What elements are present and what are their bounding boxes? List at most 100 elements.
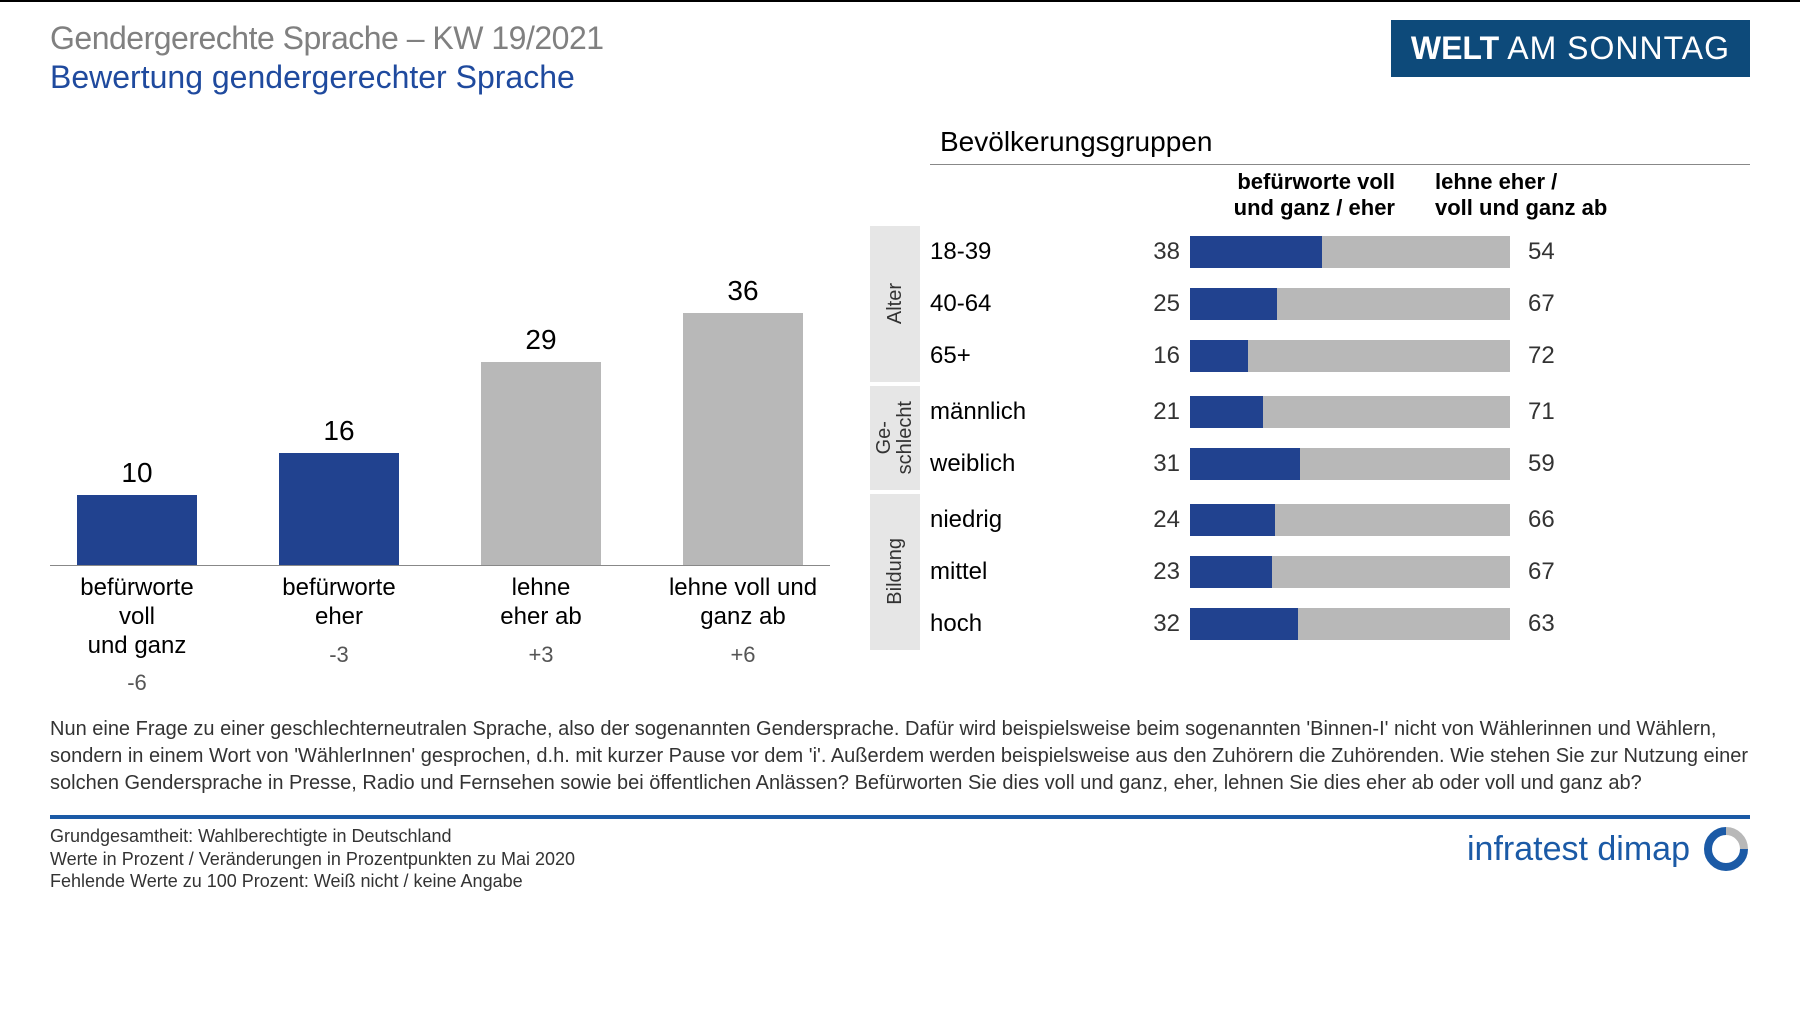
bar-delta: -6: [60, 670, 214, 696]
group-row: männlich21 71: [930, 386, 1750, 438]
groups-headers: befürworte vollund ganz / eher lehne ehe…: [930, 169, 1750, 222]
group-row-bar-fill: [1190, 556, 1272, 588]
group-row-bar: [1190, 236, 1510, 268]
welt-logo: WELT AM SONNTAG: [1391, 20, 1750, 77]
footnotes: Grundgesamtheit: Wahlberechtigte in Deut…: [50, 825, 575, 893]
group-row-left-value: 24: [1130, 506, 1190, 534]
header: Gendergerechte Sprache – KW 19/2021 Bewe…: [0, 2, 1800, 96]
group-row-right-value: 63: [1510, 610, 1580, 638]
group-row-bar: [1190, 504, 1510, 536]
infratest-logo-text: infratest dimap: [1467, 830, 1690, 869]
group-row-bar: [1190, 608, 1510, 640]
bar-delta: +3: [464, 642, 618, 668]
group-row-bar-fill: [1190, 504, 1275, 536]
group-tab-label: Alter: [885, 283, 906, 324]
bar-label-col: befürworte vollund ganz -6: [60, 574, 214, 696]
group: Alter 18-393854 40-6425 67 65+1672: [870, 226, 1750, 382]
group-tab-label: Ge-schlecht: [874, 401, 916, 474]
groups-title: Bevölkerungsgruppen: [940, 126, 1750, 158]
bar-label: lehneeher ab: [464, 574, 618, 632]
bar: 16: [262, 415, 416, 565]
group-row-label: mittel: [930, 558, 1130, 586]
group-row-left-value: 21: [1130, 398, 1190, 426]
footnote-line: Fehlende Werte zu 100 Prozent: Weiß nich…: [50, 870, 575, 893]
group-row-left-value: 38: [1130, 238, 1190, 266]
group-row-bar: [1190, 340, 1510, 372]
group-tab: Bildung: [870, 494, 920, 650]
group-row: niedrig2466: [930, 494, 1750, 546]
bar-label: befürworteeher: [262, 574, 416, 632]
bar-rect: [683, 313, 803, 565]
footnote-line: Grundgesamtheit: Wahlberechtigte in Deut…: [50, 825, 575, 848]
groups-body: Alter18-39385440-64256765+1672Ge-schlech…: [870, 226, 1750, 650]
bar-label-col: lehne voll undganz ab +6: [666, 574, 820, 696]
group-row-label: niedrig: [930, 506, 1130, 534]
bar: 29: [464, 324, 618, 565]
group-row: 40-6425 67: [930, 278, 1750, 330]
infratest-logo-icon: [1702, 825, 1750, 873]
group-rows: 18-393854 40-6425 67 65+1672: [930, 226, 1750, 382]
bar-rect: [481, 362, 601, 565]
group-row-bar-fill: [1190, 340, 1248, 372]
group-row-left-value: 25: [1130, 290, 1190, 318]
bar-label: befürworte vollund ganz: [60, 574, 214, 660]
group-row-right-value: 67: [1510, 290, 1580, 318]
bar-value: 36: [727, 275, 758, 307]
group-row: 18-393854: [930, 226, 1750, 278]
bar-label: lehne voll undganz ab: [666, 574, 820, 632]
group-row: weiblich31 59: [930, 438, 1750, 490]
infratest-logo: infratest dimap: [1467, 825, 1750, 873]
group-row-label: 40-64: [930, 290, 1130, 318]
group-tab: Alter: [870, 226, 920, 382]
welt-logo-rest: AM SONNTAG: [1499, 30, 1730, 66]
group-row: hoch32 63: [930, 598, 1750, 650]
group-row-bar-fill: [1190, 608, 1298, 640]
group-row-right-value: 71: [1510, 398, 1580, 426]
group-row-label: weiblich: [930, 450, 1130, 478]
footnote-line: Werte in Prozent / Veränderungen in Proz…: [50, 848, 575, 871]
bar: 10: [60, 457, 214, 565]
groups-header-right: lehne eher /voll und ganz ab: [1405, 169, 1750, 222]
groups-header-spacer: [930, 169, 1130, 222]
bar-delta: +6: [666, 642, 820, 668]
footer: Grundgesamtheit: Wahlberechtigte in Deut…: [0, 819, 1800, 893]
group-tab-label: Bildung: [885, 538, 906, 605]
group-row-bar: [1190, 396, 1510, 428]
group-row-label: 18-39: [930, 238, 1130, 266]
group-row-label: hoch: [930, 610, 1130, 638]
bar-rect: [77, 495, 197, 565]
group-row-bar: [1190, 556, 1510, 588]
bar-chart-labels: befürworte vollund ganz -6 befürworteeher-…: [50, 566, 830, 696]
bar-value: 16: [323, 415, 354, 447]
group-row-label: 65+: [930, 342, 1130, 370]
groups-rule: [930, 164, 1750, 165]
bar-chart-bars: 10 16 29 36: [50, 256, 830, 566]
group-row-bar-fill: [1190, 236, 1322, 268]
question-text: Nun eine Frage zu einer geschlechterneut…: [0, 696, 1800, 797]
main-content: 10162936 befürworte vollund ganz-6befürw…: [0, 96, 1800, 696]
bar-rect: [279, 453, 399, 565]
bar-label-col: befürworteeher-3: [262, 574, 416, 696]
welt-logo-bold: WELT: [1411, 30, 1499, 66]
group-row-right-value: 59: [1510, 450, 1580, 478]
supertitle: Gendergerechte Sprache – KW 19/2021: [50, 20, 604, 57]
group-row-bar-fill: [1190, 396, 1263, 428]
group-rows: niedrig2466mittel2367hoch3263: [930, 494, 1750, 650]
group-row-left-value: 31: [1130, 450, 1190, 478]
group-row-label: männlich: [930, 398, 1130, 426]
group: Ge-schlecht männlich21 71 weiblich31 59: [870, 386, 1750, 490]
title-block: Gendergerechte Sprache – KW 19/2021 Bewe…: [50, 20, 604, 96]
group-row-left-value: 32: [1130, 610, 1190, 638]
group-row-left-value: 23: [1130, 558, 1190, 586]
group-row-bar: [1190, 448, 1510, 480]
group-row-bar: [1190, 288, 1510, 320]
group-row: 65+1672: [930, 330, 1750, 382]
bar-value: 10: [121, 457, 152, 489]
group-row-right-value: 72: [1510, 342, 1580, 370]
group-row-bar-fill: [1190, 288, 1277, 320]
group-rows: männlich21 71 weiblich31 59: [930, 386, 1750, 490]
group: Bildungniedrig2466mittel2367hoch3263: [870, 494, 1750, 650]
bar-chart: 10162936 befürworte vollund ganz-6befürw…: [50, 116, 830, 696]
groups-panel: Bevölkerungsgruppen befürworte vollund g…: [870, 116, 1750, 696]
group-tab: Ge-schlecht: [870, 386, 920, 490]
